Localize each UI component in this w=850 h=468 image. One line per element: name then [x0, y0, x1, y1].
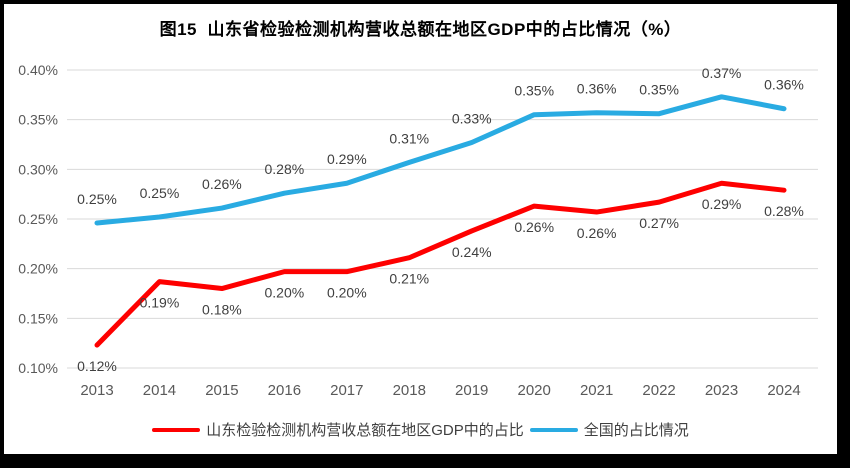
data-label-national: 0.36% — [764, 77, 804, 93]
data-label-shandong: 0.24% — [452, 244, 492, 260]
y-axis-tick-label: 0.35% — [18, 112, 58, 128]
data-label-shandong: 0.26% — [577, 225, 617, 241]
data-label-national: 0.33% — [452, 111, 492, 127]
series-line-shandong — [94, 180, 787, 348]
data-label-shandong: 0.18% — [202, 302, 242, 318]
chart-canvas: 图15 山东省检验检测机构营收总额在地区GDP中的占比情况（%） 0.40% 0.… — [4, 4, 837, 454]
data-label-shandong: 0.19% — [140, 295, 180, 311]
x-axis-tick-label: 2013 — [80, 382, 113, 399]
legend-label-national: 全国的占比情况 — [583, 422, 689, 439]
y-axis-tick-label: 0.10% — [18, 360, 58, 376]
data-label-national: 0.37% — [702, 65, 742, 81]
legend-item-shandong: 山东检验检测机构营收总额在地区GDP中的占比 — [152, 419, 524, 440]
data-label-shandong: 0.26% — [514, 219, 554, 235]
x-axis-tick-label: 2014 — [143, 382, 176, 399]
x-axis-tick-label: 2017 — [330, 382, 363, 399]
x-axis-tick-label: 2020 — [517, 382, 550, 399]
y-axis-tick-label: 0.20% — [18, 261, 58, 277]
x-axis-tick-label: 2023 — [705, 382, 738, 399]
data-label-national: 0.36% — [577, 81, 617, 97]
data-label-national: 0.31% — [389, 130, 429, 146]
data-label-national: 0.35% — [514, 83, 554, 99]
y-axis-tick-label: 0.15% — [18, 310, 58, 326]
data-label-national: 0.25% — [77, 191, 117, 207]
data-label-national: 0.29% — [327, 151, 367, 167]
data-label-shandong: 0.20% — [265, 285, 305, 301]
legend-red-line-swatch — [152, 427, 201, 432]
series-line-national — [94, 94, 787, 226]
legend-item-national: 全国的占比情况 — [529, 419, 689, 440]
data-label-national: 0.35% — [639, 82, 679, 98]
y-axis-tick-label: 0.25% — [18, 211, 58, 227]
legend-label-shandong: 山东检验检测机构营收总额在地区GDP中的占比 — [206, 422, 524, 439]
data-label-shandong: 0.29% — [702, 196, 742, 212]
x-axis-tick-label: 2021 — [580, 382, 613, 399]
line-chart-plot: 0.40% 0.35% 0.30% 0.25% 0.20% 0.15% 0.10% 2013 2… — [18, 62, 818, 399]
x-axis-tick-label: 2015 — [205, 382, 238, 399]
data-label-national: 0.26% — [202, 176, 242, 192]
chart-legend: 山东检验检测机构营收总额在地区GDP中的占比 全国的占比情况 — [4, 419, 837, 440]
data-label-shandong: 0.28% — [764, 203, 804, 219]
chart-title: 图15 山东省检验检测机构营收总额在地区GDP中的占比情况（%） — [159, 20, 682, 39]
x-axis-tick-label: 2022 — [642, 382, 675, 399]
data-label-shandong: 0.27% — [639, 215, 679, 231]
legend-blue-line-swatch — [529, 427, 578, 432]
x-axis-tick-label: 2024 — [767, 382, 800, 399]
x-axis-tick-label: 2019 — [455, 382, 488, 399]
y-axis-tick-label: 0.30% — [18, 161, 58, 177]
data-label-shandong: 0.12% — [77, 358, 117, 374]
y-axis-tick-label: 0.40% — [18, 62, 58, 78]
data-label-national: 0.28% — [265, 161, 305, 177]
data-label-shandong: 0.20% — [327, 285, 367, 301]
x-axis-tick-label: 2016 — [268, 382, 301, 399]
x-axis-tick-label: 2018 — [393, 382, 426, 399]
data-label-national: 0.25% — [140, 185, 180, 201]
data-label-shandong: 0.21% — [389, 271, 429, 287]
